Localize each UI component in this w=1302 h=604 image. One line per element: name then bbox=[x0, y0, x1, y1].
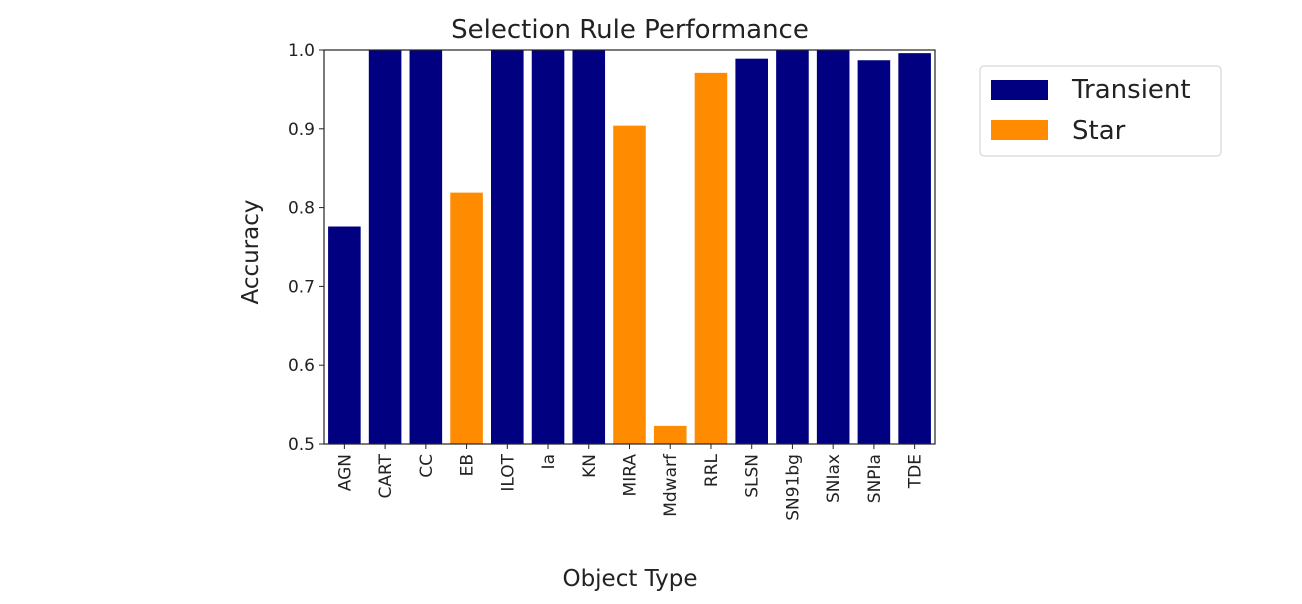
x-tick-label: TDE bbox=[906, 454, 926, 489]
x-axis-label: Object Type bbox=[562, 566, 697, 592]
legend-swatch-transient bbox=[991, 80, 1048, 100]
bar-cart bbox=[368, 50, 402, 444]
bar-slsn bbox=[735, 58, 768, 444]
y-tick-label: 0.5 bbox=[288, 435, 315, 455]
legend-label-star: Star bbox=[1072, 116, 1126, 146]
bar-mdwarf bbox=[653, 425, 687, 444]
legend: Transient Star bbox=[979, 65, 1222, 157]
bar-sn91bg bbox=[776, 50, 809, 444]
bar-ilot bbox=[491, 50, 524, 444]
x-tick-label: ILOT bbox=[498, 453, 518, 491]
legend-label-transient: Transient bbox=[1071, 75, 1191, 105]
bar-sniax bbox=[816, 50, 850, 444]
x-tick-label: MIRA bbox=[621, 454, 641, 497]
x-tick-label: SLSN bbox=[743, 454, 763, 498]
x-tick-label: SNIax bbox=[824, 454, 844, 503]
bar-mira bbox=[613, 125, 646, 444]
bar-rrl bbox=[694, 72, 728, 445]
bar-cc bbox=[409, 50, 443, 444]
x-tick-label: SNPIa bbox=[865, 454, 885, 503]
x-axis: AGN CART CC EB ILOT Ia KN MIRA Mdwarf RRL SLSN SN91… bbox=[335, 444, 926, 521]
y-tick-label: 0.9 bbox=[288, 120, 315, 140]
x-tick-label: Mdwarf bbox=[661, 453, 681, 517]
bar-kn bbox=[572, 50, 606, 444]
bars-group bbox=[328, 50, 931, 445]
x-tick-label: EB bbox=[458, 454, 478, 476]
x-tick-label: CART bbox=[376, 453, 396, 498]
x-tick-label: SN91bg bbox=[783, 454, 803, 521]
x-tick-label: KN bbox=[580, 454, 600, 478]
y-axis: 0.5 0.6 0.7 0.8 0.9 1.0 bbox=[288, 41, 324, 455]
y-tick-label: 0.8 bbox=[288, 199, 315, 219]
bar-agn bbox=[328, 226, 361, 444]
y-tick-label: 0.6 bbox=[288, 356, 315, 376]
x-tick-label: CC bbox=[417, 454, 437, 478]
x-tick-label: Ia bbox=[539, 454, 559, 469]
bar-eb bbox=[450, 192, 483, 444]
chart-title: Selection Rule Performance bbox=[451, 15, 809, 45]
bar-tde bbox=[898, 53, 931, 444]
y-tick-label: 0.7 bbox=[288, 277, 315, 297]
y-tick-label: 1.0 bbox=[288, 41, 315, 61]
x-tick-label: AGN bbox=[335, 454, 355, 491]
y-axis-label: Accuracy bbox=[238, 199, 264, 304]
x-tick-label: RRL bbox=[702, 453, 722, 487]
legend-swatch-star bbox=[991, 120, 1048, 140]
bar-snpia bbox=[857, 60, 891, 445]
bar-ia bbox=[531, 50, 565, 444]
